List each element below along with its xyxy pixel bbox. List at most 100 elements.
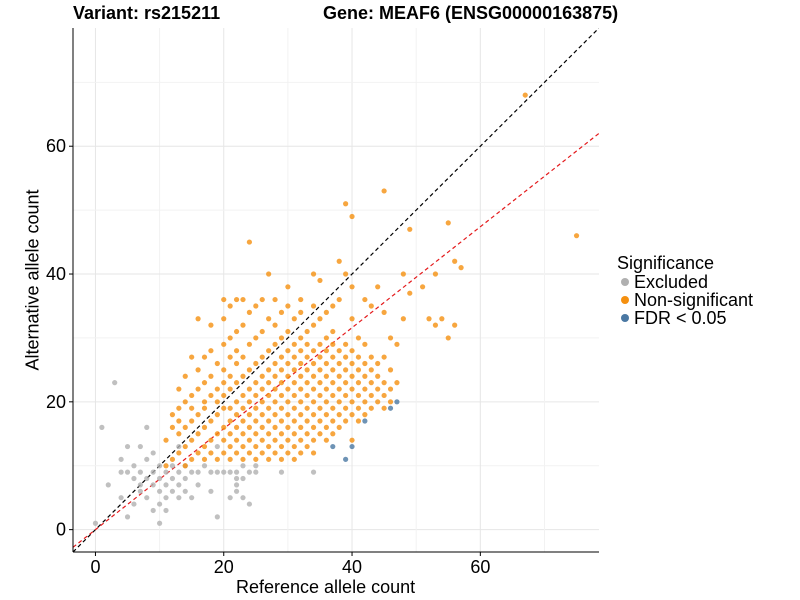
- point-excluded: [169, 463, 176, 469]
- point-excluded: [150, 482, 156, 488]
- point-non-significant: [259, 386, 265, 392]
- legend-label-non-significant: Non-significant: [634, 290, 754, 310]
- point-non-significant: [214, 456, 220, 462]
- point-non-significant: [368, 367, 374, 373]
- point-non-significant: [298, 424, 304, 430]
- point-non-significant: [240, 373, 246, 379]
- point-non-significant: [285, 328, 291, 335]
- point-non-significant: [355, 367, 362, 373]
- point-non-significant: [246, 309, 253, 315]
- point-non-significant: [310, 399, 317, 405]
- point-non-significant: [246, 386, 253, 392]
- point-excluded: [131, 463, 137, 469]
- point-non-significant: [214, 399, 220, 405]
- point-non-significant: [419, 284, 426, 290]
- point-excluded: [124, 514, 131, 520]
- point-non-significant: [343, 341, 349, 347]
- point-non-significant: [208, 373, 214, 379]
- point-non-significant: [285, 424, 291, 430]
- point-non-significant: [227, 386, 233, 392]
- point-non-significant: [330, 418, 336, 424]
- point-non-significant: [233, 437, 240, 443]
- point-non-significant: [278, 456, 285, 462]
- point-non-significant: [343, 392, 349, 399]
- point-non-significant: [317, 380, 323, 386]
- point-fdr-0-05: [330, 443, 336, 450]
- point-non-significant: [368, 303, 374, 309]
- point-excluded: [201, 463, 208, 469]
- point-excluded: [131, 501, 137, 507]
- point-non-significant: [266, 456, 272, 462]
- point-excluded: [182, 475, 188, 482]
- point-non-significant: [355, 335, 362, 341]
- point-non-significant: [426, 316, 432, 322]
- point-non-significant: [304, 418, 310, 424]
- point-non-significant: [278, 405, 285, 411]
- point-non-significant: [445, 335, 451, 341]
- point-non-significant: [452, 322, 458, 328]
- point-excluded: [105, 482, 111, 488]
- point-excluded: [253, 469, 259, 475]
- point-non-significant: [285, 386, 291, 392]
- point-non-significant: [355, 418, 362, 424]
- point-non-significant: [189, 354, 195, 360]
- point-non-significant: [336, 386, 342, 392]
- x-tick-label: 0: [90, 557, 100, 577]
- point-non-significant: [330, 367, 336, 373]
- point-non-significant: [233, 348, 240, 354]
- legend-item-non-significant: Non-significant: [617, 291, 753, 309]
- point-excluded: [169, 488, 176, 494]
- point-non-significant: [310, 437, 317, 443]
- point-fdr-0-05: [387, 405, 394, 411]
- point-non-significant: [330, 392, 336, 399]
- point-non-significant: [169, 424, 176, 430]
- point-non-significant: [208, 418, 214, 424]
- point-non-significant: [381, 354, 387, 360]
- point-non-significant: [182, 373, 188, 379]
- point-non-significant: [317, 277, 323, 284]
- point-non-significant: [343, 380, 349, 386]
- point-excluded: [233, 482, 240, 488]
- point-non-significant: [278, 354, 285, 360]
- point-non-significant: [176, 431, 182, 437]
- point-non-significant: [259, 450, 265, 456]
- point-excluded: [137, 443, 143, 450]
- point-non-significant: [375, 386, 381, 392]
- point-non-significant: [182, 463, 188, 469]
- point-non-significant: [573, 233, 580, 239]
- point-non-significant: [343, 354, 349, 360]
- point-non-significant: [394, 380, 400, 386]
- point-non-significant: [221, 316, 227, 322]
- point-non-significant: [285, 284, 291, 290]
- point-non-significant: [272, 322, 278, 328]
- point-non-significant: [266, 443, 272, 450]
- point-non-significant: [208, 348, 214, 354]
- point-non-significant: [266, 418, 272, 424]
- point-non-significant: [298, 373, 304, 379]
- point-non-significant: [298, 360, 304, 367]
- point-excluded: [176, 495, 182, 501]
- point-non-significant: [266, 348, 272, 354]
- point-non-significant: [246, 341, 253, 347]
- y-tick-label: 20: [46, 392, 66, 412]
- legend-label-excluded: Excluded: [634, 272, 709, 292]
- point-non-significant: [387, 386, 394, 392]
- point-non-significant: [278, 335, 285, 341]
- point-non-significant: [240, 418, 246, 424]
- point-excluded: [221, 469, 227, 475]
- point-non-significant: [201, 405, 208, 411]
- point-non-significant: [285, 360, 291, 367]
- point-non-significant: [189, 405, 195, 411]
- point-non-significant: [233, 450, 240, 456]
- point-excluded: [214, 469, 220, 475]
- point-excluded: [176, 443, 182, 450]
- point-non-significant: [349, 386, 355, 392]
- point-excluded: [240, 495, 246, 501]
- point-non-significant: [522, 92, 528, 98]
- point-non-significant: [355, 392, 362, 399]
- point-non-significant: [272, 424, 278, 430]
- point-non-significant: [291, 392, 297, 399]
- legend-item-fdr: FDR < 0.05: [617, 309, 753, 327]
- point-excluded: [163, 495, 169, 501]
